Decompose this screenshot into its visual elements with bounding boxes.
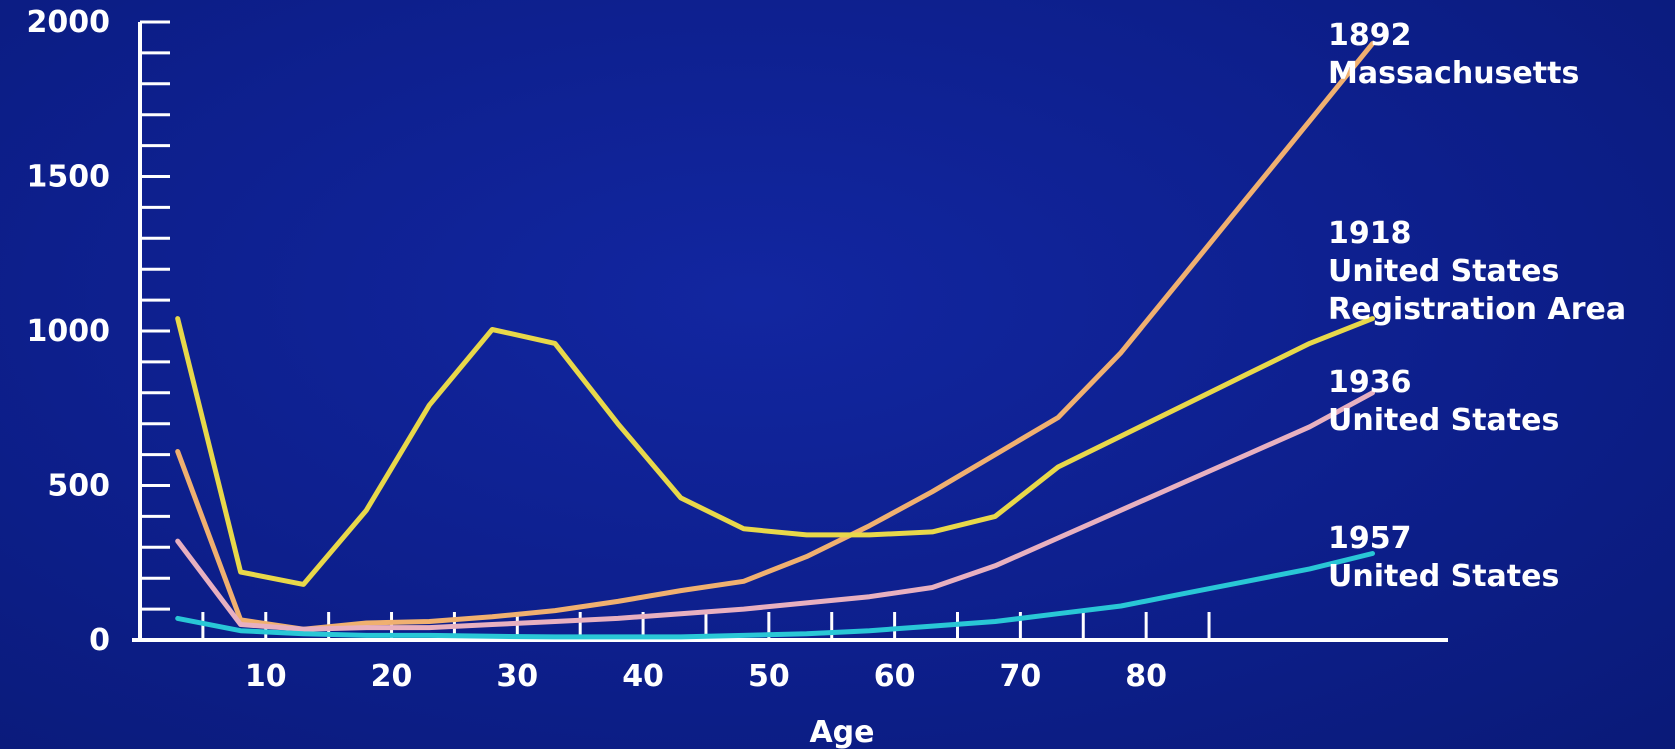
series-label-line: 1936 bbox=[1328, 365, 1412, 400]
series-line-3 bbox=[175, 551, 1375, 640]
y-tick-label: 500 bbox=[47, 469, 110, 504]
y-tick-label: 1500 bbox=[27, 160, 111, 195]
x-tick-label: 60 bbox=[874, 659, 916, 694]
series-label-line: Massachusetts bbox=[1328, 56, 1579, 91]
x-tick-label: 70 bbox=[1000, 659, 1042, 694]
x-tick-label: 10 bbox=[245, 659, 287, 694]
series-label-line: 1892 bbox=[1328, 18, 1412, 53]
x-tick-label: 30 bbox=[496, 659, 538, 694]
series-lines bbox=[175, 41, 1375, 640]
y-tick-label: 2000 bbox=[27, 5, 111, 40]
x-tick-label: 20 bbox=[371, 659, 413, 694]
series-label-line: Registration Area bbox=[1328, 292, 1626, 327]
y-tick-label: 1000 bbox=[27, 314, 111, 349]
axes: 0 500 1000 1500 2000 10 20 30 40 50 60 70 80 bbox=[27, 5, 1448, 694]
series-label-line: United States bbox=[1328, 559, 1559, 594]
series-label-line: United States bbox=[1328, 254, 1559, 289]
series-label-line: 1918 bbox=[1328, 216, 1412, 251]
series-line-1 bbox=[175, 316, 1375, 587]
x-tick-label: 40 bbox=[622, 659, 664, 694]
series-label-line: 1957 bbox=[1328, 521, 1412, 556]
series-label-line: United States bbox=[1328, 403, 1559, 438]
y-tick-label: 0 bbox=[89, 623, 110, 658]
x-tick-label: 80 bbox=[1125, 659, 1167, 694]
x-axis-title: Age bbox=[809, 715, 874, 749]
series-line-2 bbox=[175, 390, 1375, 632]
x-tick-label: 50 bbox=[748, 659, 790, 694]
series-line-0 bbox=[175, 41, 1375, 632]
